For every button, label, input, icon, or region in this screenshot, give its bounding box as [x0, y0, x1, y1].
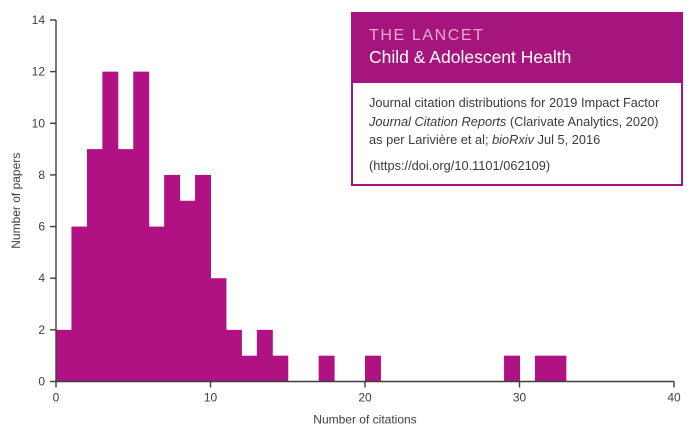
infobox-doi-link: (https://doi.org/10.1101/062109) [369, 157, 551, 173]
histogram-bar [241, 355, 258, 382]
histogram-bar [164, 174, 181, 382]
journal-infobox-header: THE LANCET Child & Adolescent Health [353, 14, 681, 83]
histogram-bar [148, 226, 165, 382]
x-axis-tick-label: 40 [667, 391, 681, 405]
y-axis-title: Number of papers [9, 153, 23, 249]
x-axis-tick-label: 10 [204, 391, 218, 405]
y-axis-tick-label: 6 [38, 220, 45, 234]
infobox-text-line3: as per Larivière et al; bioRxiv Jul 5, 2… [369, 132, 601, 148]
x-axis-title: Number of citations [313, 413, 416, 427]
histogram-bar [86, 149, 103, 382]
journal-title: THE LANCET [369, 27, 485, 44]
y-axis-tick-label: 8 [38, 168, 45, 182]
x-axis-tick-label: 30 [513, 391, 527, 405]
journal-infobox-body: Journal citation distributions for 2019 … [353, 83, 681, 175]
infobox-text-line1: Journal citation distributions for 2019 … [369, 95, 660, 110]
histogram-bar [117, 149, 134, 382]
histogram-bar [365, 355, 381, 382]
histogram-bar [71, 226, 88, 382]
histogram-bar [225, 329, 242, 382]
x-axis-tick-label: 20 [358, 391, 372, 405]
histogram-bar [210, 278, 227, 382]
histogram-bar [504, 355, 520, 382]
infobox-text-line2: Journal Citation Reports (Clarivate Anal… [369, 113, 659, 129]
y-axis-tick-label: 10 [32, 116, 46, 130]
histogram-bar [550, 355, 567, 382]
histogram-bar [272, 355, 289, 382]
histogram-bar [56, 329, 72, 382]
journal-subtitle: Child & Adolescent Health [369, 47, 572, 67]
y-axis-tick-label: 2 [38, 323, 45, 337]
y-axis-tick-label: 0 [38, 375, 45, 389]
journal-infobox: THE LANCET Child & Adolescent Health Jou… [351, 12, 683, 186]
histogram-bar [318, 355, 335, 382]
histogram-bar [256, 329, 273, 382]
histogram-bar [195, 174, 211, 382]
y-axis-tick-label: 14 [32, 13, 46, 27]
y-axis-tick-label: 12 [32, 65, 46, 79]
histogram-bar [133, 71, 150, 382]
histogram-bar [534, 355, 551, 382]
histogram-bar [179, 200, 196, 382]
x-axis-tick-label: 0 [53, 391, 60, 405]
y-axis-tick-label: 4 [38, 271, 45, 285]
histogram-bar [102, 71, 119, 382]
